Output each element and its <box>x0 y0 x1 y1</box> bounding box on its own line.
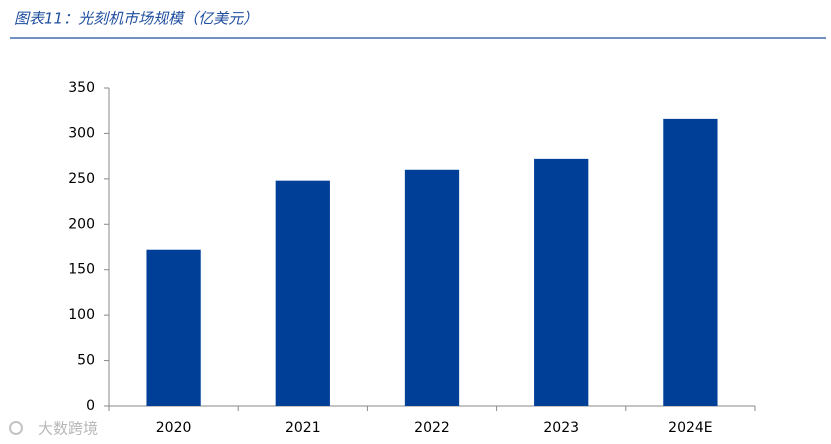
bar <box>404 169 460 406</box>
x-tick-label: 2021 <box>285 420 321 436</box>
y-tick-label: 100 <box>68 307 95 323</box>
bar <box>275 180 330 406</box>
x-tick-label: 2022 <box>414 420 450 436</box>
bar <box>146 249 201 406</box>
y-tick-label: 50 <box>77 353 95 369</box>
y-tick-label: 200 <box>68 216 95 232</box>
x-tick-label: 2024E <box>668 420 712 436</box>
chart-title: 图表11：光刻机市场规模（亿美元） <box>14 10 258 28</box>
y-tick-label: 300 <box>68 125 95 141</box>
bar <box>663 118 718 407</box>
watermark: 大数跨境 <box>38 420 98 438</box>
x-tick-label: 2023 <box>543 420 579 436</box>
y-tick-label: 250 <box>68 171 95 187</box>
x-tick-label: 2020 <box>156 420 192 436</box>
bar <box>534 158 589 406</box>
watermark-icon <box>9 421 23 435</box>
y-tick-label: 350 <box>68 80 95 96</box>
y-tick-label: 150 <box>68 262 95 278</box>
y-tick-label: 0 <box>86 398 95 414</box>
